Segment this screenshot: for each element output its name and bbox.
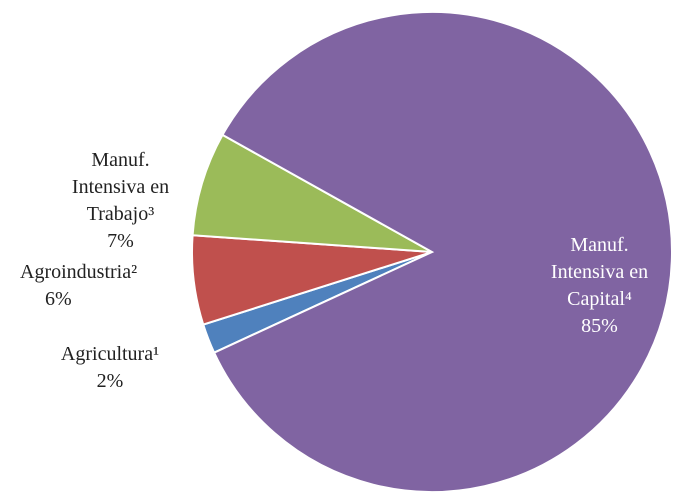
pie-slice xyxy=(212,11,673,493)
value-label: 2% xyxy=(96,370,124,392)
value-label: 85% xyxy=(581,315,618,337)
slice-label: Manuf. Intensiva en Trabajo³ 7% xyxy=(58,147,183,255)
slice-label: Agroindustria² 6% xyxy=(20,259,195,313)
slice-label: Agricultura¹ 2% xyxy=(30,341,190,395)
category-label: Manuf. Intensiva en Capital⁴ xyxy=(550,234,649,310)
value-label: 6% xyxy=(45,288,72,310)
category-label: Agricultura¹ xyxy=(60,343,160,365)
slice-label: Manuf. Intensiva en Capital⁴ 85% xyxy=(537,232,662,340)
category-label: Manuf. Intensiva en Trabajo³ xyxy=(71,149,170,225)
category-label: Agroindustria² xyxy=(20,261,138,283)
pie-slice xyxy=(191,133,433,253)
value-label: 7% xyxy=(107,230,134,252)
